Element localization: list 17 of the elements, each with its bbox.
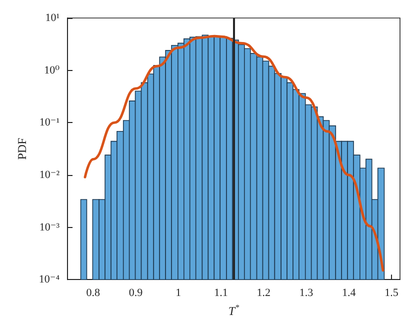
y-axis-title: PDF [15,137,29,160]
y-tick-label: 10⁻³ [39,221,60,234]
y-tick-label: 10¹ [45,12,60,24]
y-tick-label: 10⁻² [39,168,60,181]
line-series [84,34,384,272]
y-tick-label: 10⁻⁴ [38,274,60,286]
y-tick-label: 10⁻¹ [39,116,60,129]
x-tick-label: 1.1 [214,287,228,300]
x-tick-label: 0.9 [128,287,144,300]
x-tick-label: 1.4 [342,287,356,300]
x-tick-label: 1 [176,287,182,300]
x-axis-title: T* [228,303,240,318]
x-tick-label: 1.3 [299,287,314,300]
x-tick-label: 1.2 [256,287,270,300]
x-tick-label: 1.5 [384,287,399,300]
x-tick-label: 0.8 [86,287,100,300]
y-tick-label: 10⁰ [44,64,60,76]
